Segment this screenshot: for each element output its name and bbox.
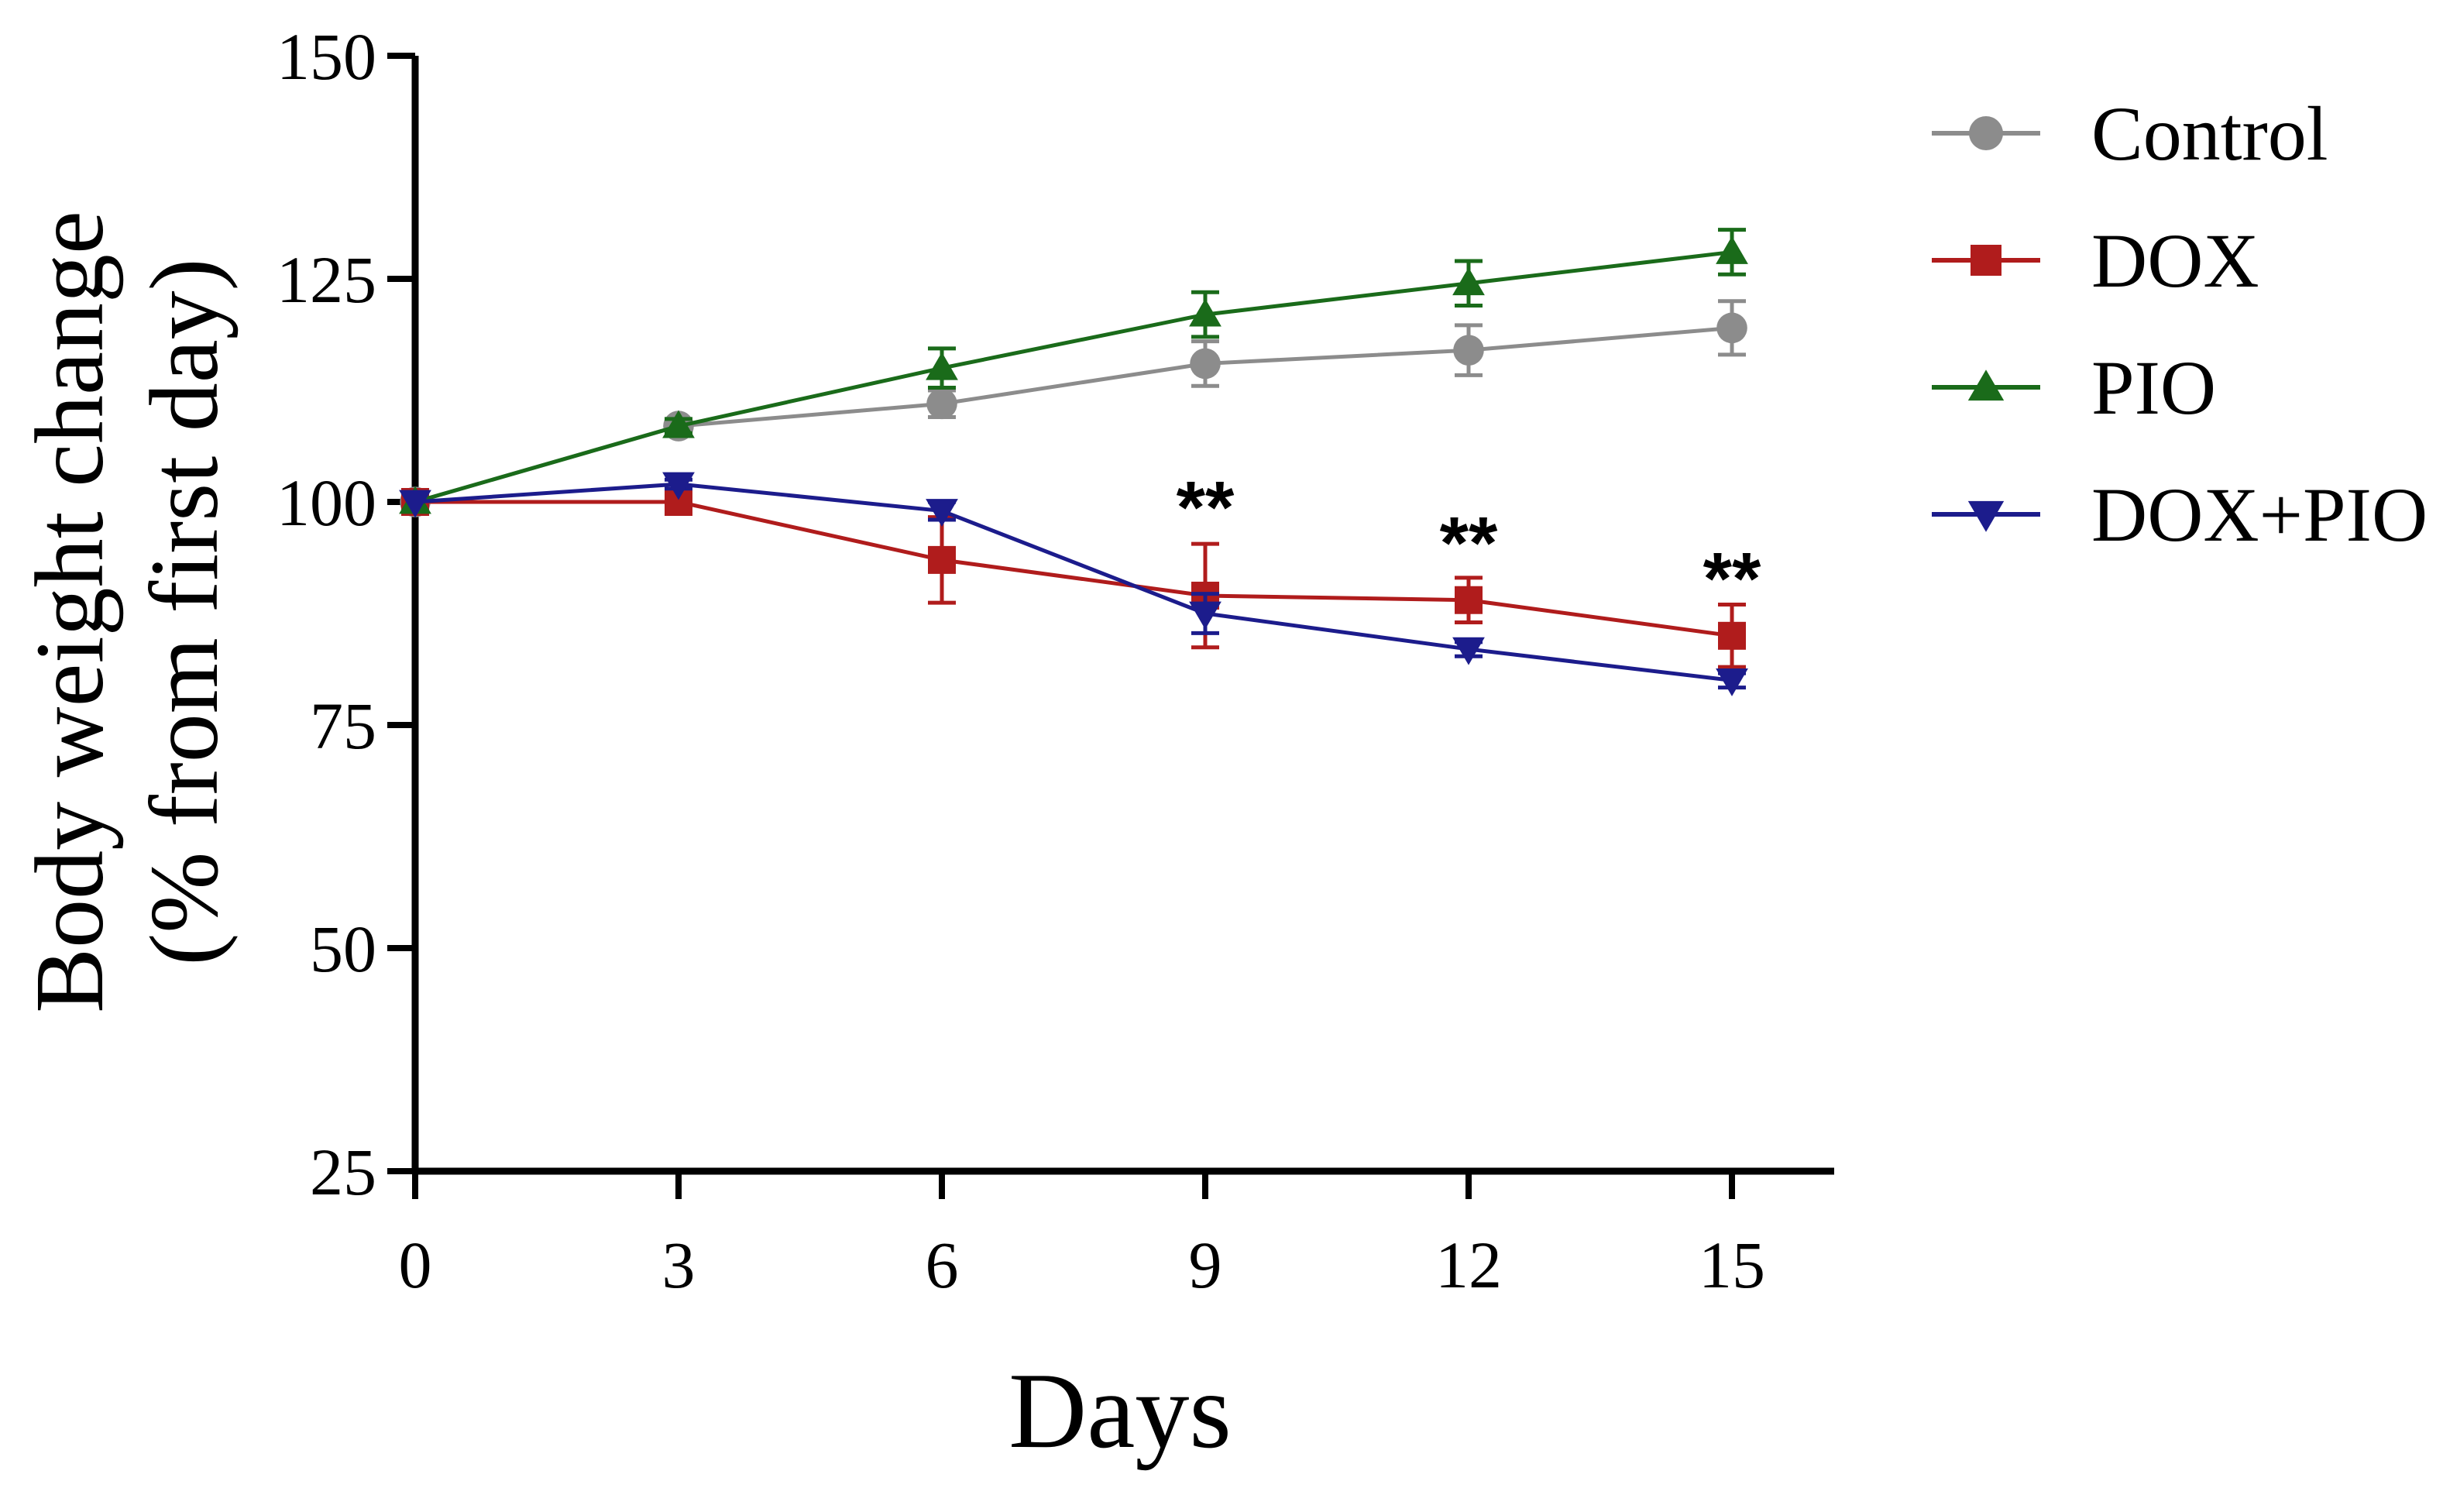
x-tick-label: 0 [399, 1228, 432, 1302]
y-tick-label: 100 [277, 466, 376, 540]
data-point [662, 410, 695, 438]
y-tick-label: 125 [277, 242, 376, 317]
data-point [1190, 348, 1221, 380]
series-dox [401, 488, 1746, 669]
legend-label: Control [2091, 91, 2328, 177]
series-line-pio [414, 249, 1733, 504]
series-pio [399, 228, 1748, 514]
series-line-control [414, 325, 1733, 504]
data-point [662, 472, 695, 500]
y-tick-label: 75 [310, 689, 376, 763]
x-tick-label: 12 [1435, 1228, 1502, 1302]
data-point [1453, 335, 1484, 366]
series-layer [399, 228, 1748, 696]
series-control [400, 299, 1747, 517]
legend-item-pio: PIO [1932, 345, 2216, 431]
data-point [926, 352, 958, 380]
data-point [1718, 621, 1746, 650]
y-tick-label: 25 [310, 1135, 376, 1209]
data-point [1452, 637, 1485, 665]
x-tick-label: 6 [926, 1228, 959, 1302]
y-axis-title-line2: (% from first day) [131, 258, 239, 965]
data-point [399, 490, 431, 518]
x-axis-title: Days [1008, 1351, 1232, 1471]
data-point [926, 499, 958, 527]
data-point [926, 388, 957, 420]
x-tick-labels: 0 3 6 9 12 15 [399, 1228, 1766, 1302]
series-line-dox [415, 500, 1733, 638]
significance-annotation: ** [1177, 466, 1235, 549]
legend-label: DOX [2091, 218, 2259, 304]
legend-item-control: Control [1932, 91, 2328, 177]
y-tick-label: 150 [277, 19, 376, 94]
data-point [1716, 312, 1747, 344]
legend-label: PIO [2091, 345, 2216, 431]
legend-marker [1967, 500, 2005, 532]
legend-marker [1967, 369, 2005, 401]
x-tick-label: 9 [1189, 1228, 1222, 1302]
significance-annotation: ** [1703, 538, 1761, 620]
data-point [1189, 601, 1222, 630]
data-point [1455, 586, 1483, 614]
data-point [1716, 668, 1748, 696]
data-point [928, 545, 956, 574]
axes [387, 53, 1834, 1199]
legend-marker [1971, 245, 2001, 276]
annotations: ** ** ** [1177, 466, 1761, 620]
data-point [1452, 267, 1485, 296]
data-point [1189, 298, 1222, 327]
series-line-dox-pio [414, 482, 1733, 682]
x-tick-label: 3 [662, 1228, 696, 1302]
significance-annotation: ** [1440, 502, 1498, 585]
series-dox-pio [399, 472, 1748, 696]
y-axis-title-line1: Body weight change [16, 211, 124, 1013]
y-axis-title: Body weight change (% from first day) [16, 211, 239, 1013]
legend: Control DOX PIO DOX+PIO [1932, 91, 2428, 558]
legend-item-dox-pio: DOX+PIO [1932, 472, 2428, 558]
y-tick-label: 50 [310, 912, 376, 986]
x-tick-label: 15 [1699, 1228, 1765, 1302]
y-tick-labels: 25 50 75 100 125 150 [277, 19, 376, 1209]
legend-label: DOX+PIO [2091, 472, 2428, 558]
legend-item-dox: DOX [1932, 218, 2259, 304]
legend-marker [1969, 116, 2003, 150]
data-point [1716, 235, 1748, 264]
